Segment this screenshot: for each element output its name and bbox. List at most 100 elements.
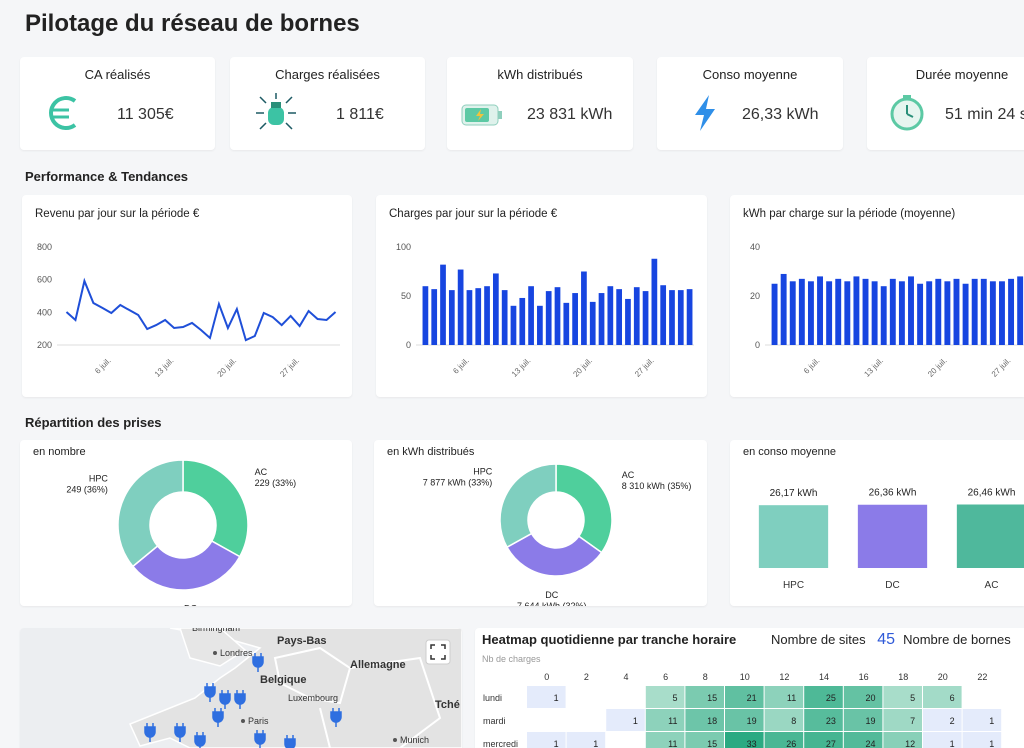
chart: en conso moyenne HPC DC AC 26,17 kWh 26,36 kW… <box>743 446 1024 591</box>
kpi-value: 51 min 24 s <box>945 106 1024 123</box>
bar <box>989 281 996 345</box>
cell-label: 5 <box>910 693 915 703</box>
heat-cell <box>804 686 843 708</box>
charger-marker <box>330 708 342 727</box>
map-label: Londres <box>220 648 253 658</box>
bar <box>956 504 1024 568</box>
bar <box>789 281 796 345</box>
pie-slice <box>499 463 557 549</box>
bar <box>844 281 851 345</box>
city-dot <box>213 651 217 655</box>
cell-label: 12 <box>905 739 915 748</box>
chart-card: kWh par charge sur la période (moyenne) 0… <box>730 195 1024 397</box>
battery-icon <box>461 104 502 126</box>
charger-marker <box>284 735 296 748</box>
bar <box>554 287 561 345</box>
column-label: 4 <box>623 672 628 682</box>
counters: Nombre de sites 45 Nombre de bornes <box>758 628 1024 652</box>
kpi-label: CA réalisés <box>84 67 151 82</box>
charger-marker <box>234 690 246 709</box>
heat-cell <box>645 709 685 731</box>
section-title: Répartition des prises <box>25 415 162 430</box>
heat-cell <box>645 732 685 748</box>
slice-value: 7 644 kWh (32%) <box>517 601 587 606</box>
kpi-card: kWh distribués 23 831 kWh <box>447 57 633 150</box>
kpi-card: Conso moyenne 26,33 kWh <box>657 57 843 150</box>
heat-cell <box>843 686 883 708</box>
bar <box>440 264 446 345</box>
cell-label: 27 <box>826 739 836 748</box>
y-tick-label: 50 <box>401 291 411 301</box>
cell-label: 7 <box>910 716 915 726</box>
map: Birmingham Pays-Bas Londres Allemagne Belgiq… <box>20 628 462 748</box>
cell-label: 26 <box>786 739 796 748</box>
slice-label: HPC <box>89 474 109 484</box>
bar <box>1008 278 1015 345</box>
bar <box>999 281 1005 345</box>
charger-marker <box>254 730 266 748</box>
bar <box>422 286 429 345</box>
cell-label: 23 <box>826 716 836 726</box>
bar <box>475 288 482 345</box>
column-label: 6 <box>663 672 668 682</box>
heatmap-title: Heatmap quotidienne par tranche horaire <box>482 632 736 647</box>
charger-marker <box>204 683 216 702</box>
bar <box>669 290 675 345</box>
bar <box>598 293 605 345</box>
bar <box>616 289 623 345</box>
bar <box>625 298 631 345</box>
x-tick-label: 6 juil. <box>451 356 471 376</box>
heat-cell <box>685 732 724 748</box>
pie-slice <box>131 540 241 591</box>
slice-value: 8 310 kWh (35%) <box>622 481 692 491</box>
bar <box>835 278 842 345</box>
charger-marker <box>194 732 206 748</box>
column-label: 2 <box>584 672 589 682</box>
heat-cell <box>764 686 804 708</box>
bolt-icon <box>695 95 715 131</box>
heat-cell <box>725 709 764 731</box>
bar <box>771 283 778 345</box>
kpi-label: kWh distribués <box>497 67 583 82</box>
column-label: 14 <box>819 672 829 682</box>
column-label: 18 <box>898 672 908 682</box>
value-label: 26,46 kWh <box>968 487 1016 498</box>
heat-cell <box>962 709 1002 731</box>
timer-icon <box>890 95 924 131</box>
bar <box>466 290 473 345</box>
cell-label: 18 <box>707 716 717 726</box>
map-card: Birmingham Pays-Bas Londres Allemagne Belgiq… <box>20 628 462 748</box>
money-icon <box>256 93 296 130</box>
kpi-label: Conso moyenne <box>702 67 798 82</box>
heat-cell <box>843 709 883 731</box>
bar <box>962 283 969 345</box>
bar <box>545 291 552 345</box>
bar <box>826 281 833 345</box>
pie-slice <box>505 532 603 577</box>
bar <box>677 290 684 345</box>
cell-label: 1 <box>554 693 559 703</box>
heat-cell <box>527 732 566 748</box>
bar <box>686 289 693 345</box>
bar <box>572 293 578 345</box>
column-label: 16 <box>859 672 869 682</box>
chart-card: Revenu par jour sur la période € 200 400 60… <box>22 195 352 397</box>
cell-label: 11 <box>668 716 677 726</box>
bar <box>857 504 928 568</box>
x-tick-label: 20 juil. <box>926 356 949 379</box>
slice-label: DC <box>545 590 558 600</box>
slice-value: 7 877 kWh (33%) <box>423 477 493 487</box>
cell-label: 5 <box>672 693 677 703</box>
fullscreen-button[interactable] <box>425 639 451 665</box>
heat-cell <box>527 686 566 708</box>
heat-cell <box>725 732 764 748</box>
y-tick-label: 100 <box>396 242 411 252</box>
row-label: mardi <box>483 716 506 726</box>
y-tick-label: 20 <box>750 291 760 301</box>
line <box>65 277 337 342</box>
map-label: Tché <box>435 699 460 711</box>
bar <box>898 281 905 345</box>
y-tick-label: 200 <box>37 340 52 350</box>
bar <box>944 281 951 345</box>
cell-label: 21 <box>747 693 757 703</box>
